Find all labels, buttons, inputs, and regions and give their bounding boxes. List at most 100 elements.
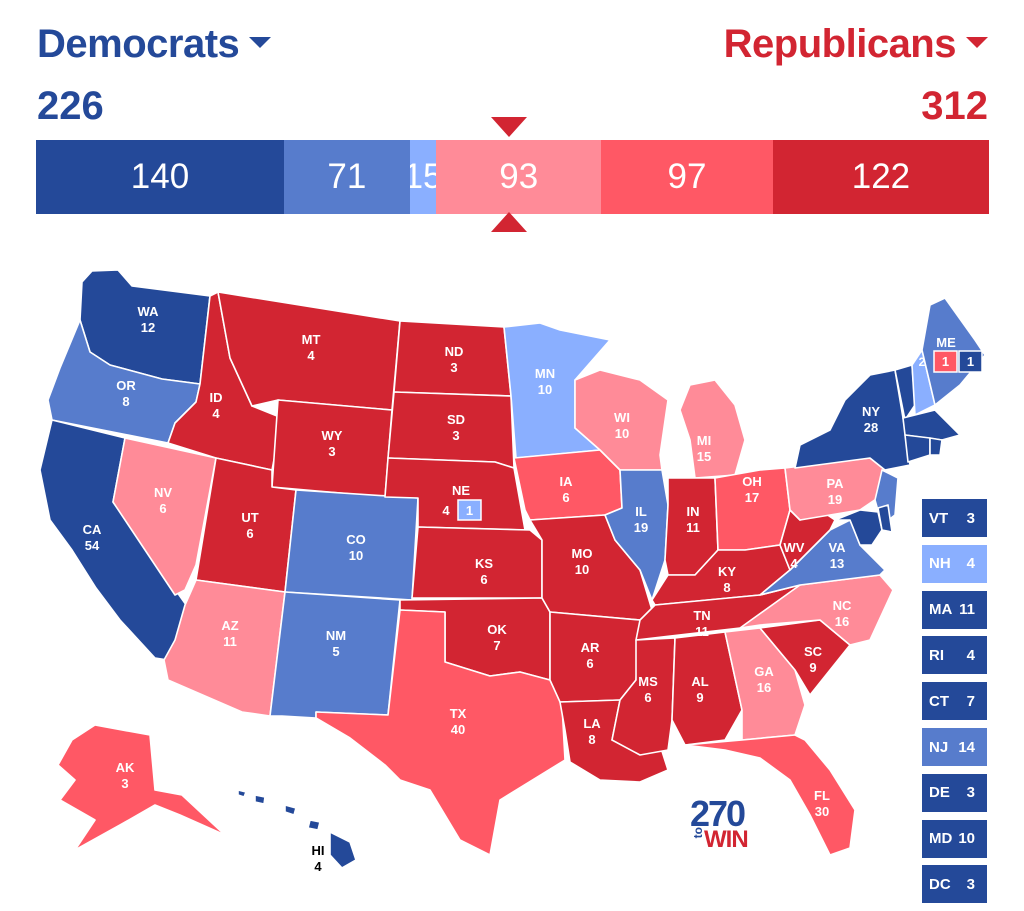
state-ev-ms: 6 (644, 690, 651, 705)
state-label-nv: NV (154, 485, 172, 500)
side-box-ev: 7 (966, 692, 975, 710)
state-ev-tn: 11 (695, 624, 709, 639)
electoral-vote-bar: 140 71 15 93 97 122 (36, 140, 989, 214)
state-label-va: VA (828, 540, 846, 555)
state-ny[interactable] (794, 369, 911, 471)
state-label-mo: MO (572, 546, 593, 561)
state-ev-co: 10 (349, 548, 363, 563)
side-box-label: MA (929, 601, 953, 619)
state-label-ks: KS (475, 556, 493, 571)
state-md[interactable] (834, 509, 883, 546)
bar-segment-likely-dem[interactable]: 71 (284, 140, 410, 214)
state-ev-id: 4 (212, 406, 220, 421)
democrats-total: 226 (37, 84, 104, 128)
state-ev-nc: 16 (835, 614, 849, 629)
state-label-wv: WV (784, 540, 805, 555)
ne-district-box[interactable] (457, 499, 482, 521)
state-label-mt: MT (302, 332, 321, 347)
side-box-vt[interactable]: VT 3 (921, 498, 988, 538)
state-label-ok: OK (487, 622, 507, 637)
state-label-il: IL (635, 504, 647, 519)
state-label-ga: GA (754, 664, 774, 679)
state-label-nd: ND (445, 344, 464, 359)
270towin-logo: 270 to WIN (690, 793, 758, 853)
state-label-co: CO (346, 532, 366, 547)
state-mi[interactable] (679, 379, 746, 479)
270-marker-bottom-icon (491, 212, 527, 232)
side-box-nj[interactable]: NJ 14 (921, 727, 988, 767)
state-label-mn: MN (535, 366, 555, 381)
side-box-ma[interactable]: MA 11 (921, 589, 988, 630)
state-label-nm: NM (326, 628, 346, 643)
state-ev-oh: 17 (745, 490, 759, 505)
state-label-ia: IA (560, 474, 574, 489)
me-district-1-box[interactable] (933, 350, 958, 373)
state-tx[interactable] (315, 609, 566, 856)
state-ev-ia: 6 (562, 490, 569, 505)
state-ev-ar: 6 (586, 656, 593, 671)
state-label-hi: HI (312, 843, 325, 858)
side-box-label: DC (929, 875, 951, 893)
state-label-ny: NY (862, 404, 880, 419)
bar-segment-lean-dem[interactable]: 15 (409, 140, 437, 214)
state-ak[interactable] (57, 724, 226, 851)
state-ct[interactable] (904, 434, 931, 463)
state-ev-la: 8 (588, 732, 595, 747)
state-ev-az: 11 (223, 634, 237, 649)
republicans-dropdown[interactable]: Republicans (724, 22, 988, 67)
state-sd[interactable] (387, 391, 515, 469)
side-box-label: CT (929, 692, 949, 710)
state-de[interactable] (877, 504, 893, 533)
side-box-label: VT (929, 509, 949, 527)
republicans-label: Republicans (723, 22, 957, 66)
side-box-md[interactable]: MD 10 (921, 818, 988, 859)
state-hi[interactable] (237, 789, 357, 869)
bar-segment-likely-rep[interactable]: 97 (601, 140, 773, 214)
bar-segment-safe-rep[interactable]: 122 (772, 140, 989, 214)
side-box-nh[interactable]: NH 4 (921, 543, 988, 584)
ne-district-ev: 1 (466, 503, 473, 518)
state-ev-mi: 15 (697, 449, 711, 464)
state-label-or: OR (116, 378, 136, 393)
state-ev-nm: 5 (332, 644, 339, 659)
state-ev-wa: 12 (141, 320, 155, 335)
state-il[interactable] (604, 469, 669, 601)
side-box-dc[interactable]: DC 3 (921, 864, 988, 905)
state-ri[interactable] (929, 437, 943, 456)
state-ev-mo: 10 (575, 562, 589, 577)
state-label-fl: FL (814, 788, 830, 803)
state-ev-ks: 6 (480, 572, 487, 587)
state-ev-ga: 16 (757, 680, 771, 695)
state-ev-sc: 9 (809, 660, 816, 675)
state-label-la: LA (583, 716, 601, 731)
state-label-az: AZ (221, 618, 238, 633)
state-fl[interactable] (684, 734, 856, 856)
side-box-ri[interactable]: RI 4 (921, 635, 988, 676)
state-label-tx: TX (450, 706, 467, 721)
state-ev-ky: 8 (723, 580, 730, 595)
state-label-ky: KY (718, 564, 736, 579)
state-ar[interactable] (549, 611, 641, 703)
bar-segment-safe-dem[interactable]: 140 (36, 140, 284, 214)
state-ev-nv: 6 (159, 501, 166, 516)
state-ev-va: 13 (830, 556, 844, 571)
side-box-label: NJ (929, 738, 949, 756)
270-marker-top-icon (491, 117, 527, 137)
state-wi[interactable] (574, 369, 669, 471)
bar-segment-lean-rep[interactable]: 93 (436, 140, 602, 214)
side-box-ct[interactable]: CT 7 (921, 681, 988, 722)
side-box-de[interactable]: DE 3 (921, 772, 988, 813)
state-label-me: ME (936, 335, 956, 350)
state-label-mi: MI (697, 433, 711, 448)
state-label-in: IN (687, 504, 700, 519)
side-box-ev: 10 (958, 830, 975, 848)
state-ev-al: 9 (696, 690, 703, 705)
state-ev-or: 8 (122, 394, 129, 409)
democrats-dropdown[interactable]: Democrats (37, 22, 272, 67)
side-box-ev: 3 (966, 784, 975, 802)
state-ev-hi: 4 (314, 859, 322, 874)
side-box-ev: 3 (966, 875, 975, 893)
me-district-2-box[interactable] (958, 350, 983, 373)
state-ev-wy: 3 (328, 444, 335, 459)
